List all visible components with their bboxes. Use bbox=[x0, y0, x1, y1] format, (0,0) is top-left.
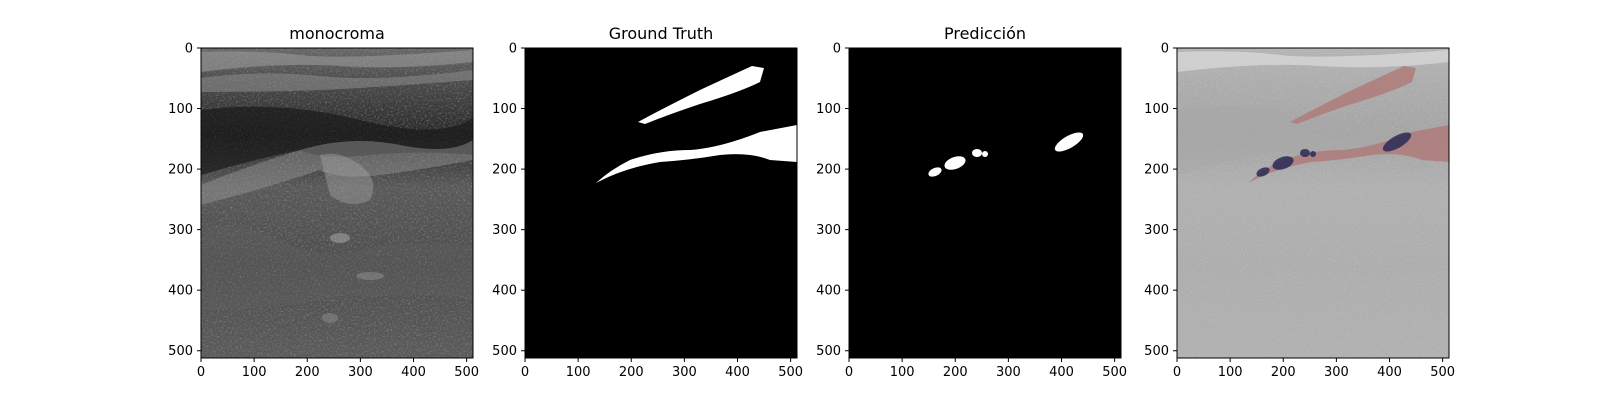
y-tick-label: 200 bbox=[816, 163, 841, 178]
x-tick-label: 300 bbox=[1324, 365, 1349, 380]
y-tick-label: 0 bbox=[833, 42, 841, 57]
y-tick-label: 300 bbox=[492, 223, 517, 238]
y-tick-label: 100 bbox=[816, 102, 841, 117]
y-tick-label: 0 bbox=[1161, 42, 1169, 57]
x-tick-label: 100 bbox=[1218, 365, 1243, 380]
ground-truth-region-lower bbox=[596, 125, 797, 183]
axes: 0 100 200 300 400 500 0 100 200 300 400 500 0 100 200 3… bbox=[168, 42, 1455, 381]
x-tick-label: 400 bbox=[725, 365, 750, 380]
x-tick-label: 100 bbox=[242, 365, 267, 380]
x-tick-label: 400 bbox=[401, 365, 426, 380]
y-tick-label: 100 bbox=[168, 102, 193, 117]
panel-overlay bbox=[1176, 47, 1450, 359]
overlay-image bbox=[1177, 48, 1449, 358]
x-tick-label: 300 bbox=[996, 365, 1021, 380]
x-tick-label: 200 bbox=[943, 365, 968, 380]
y-tick-label: 100 bbox=[1144, 102, 1169, 117]
panel-title-ground-truth: Ground Truth bbox=[609, 24, 714, 43]
ground-truth-mask bbox=[525, 48, 797, 358]
y-tick-label: 400 bbox=[168, 284, 193, 299]
y-tick-label: 300 bbox=[816, 223, 841, 238]
x-tick-label: 200 bbox=[1271, 365, 1296, 380]
y-tick-label: 500 bbox=[168, 344, 193, 359]
y-tick-label: 400 bbox=[1144, 284, 1169, 299]
x-tick-label: 200 bbox=[295, 365, 320, 380]
x-tick-label: 300 bbox=[672, 365, 697, 380]
x-tick-label: 500 bbox=[1102, 365, 1127, 380]
x-tick-label: 500 bbox=[454, 365, 479, 380]
y-tick-label: 0 bbox=[185, 42, 193, 57]
x-tick-label: 500 bbox=[778, 365, 803, 380]
x-tick-label: 0 bbox=[1173, 365, 1181, 380]
x-tick-label: 100 bbox=[890, 365, 915, 380]
panel-title-monochrome: monocroma bbox=[289, 24, 385, 43]
y-tick-label: 100 bbox=[492, 102, 517, 117]
prediction-mask bbox=[849, 48, 1121, 358]
y-tick-label: 400 bbox=[816, 284, 841, 299]
y-tick-label: 300 bbox=[1144, 223, 1169, 238]
y-tick-label: 500 bbox=[1144, 344, 1169, 359]
x-tick-label: 400 bbox=[1377, 365, 1402, 380]
panel-prediction: Predicción bbox=[848, 24, 1122, 359]
prediction-regions bbox=[928, 132, 1084, 177]
ultrasound-image bbox=[201, 48, 473, 358]
x-tick-label: 0 bbox=[197, 365, 205, 380]
panel-ground-truth: Ground Truth bbox=[524, 24, 798, 359]
y-tick-label: 400 bbox=[492, 284, 517, 299]
panel-monochrome: monocroma bbox=[200, 24, 474, 359]
x-tick-label: 100 bbox=[566, 365, 591, 380]
x-tick-label: 0 bbox=[521, 365, 529, 380]
y-tick-label: 200 bbox=[1144, 163, 1169, 178]
ground-truth-region-upper bbox=[638, 66, 764, 124]
y-tick-label: 200 bbox=[168, 163, 193, 178]
y-tick-label: 200 bbox=[492, 163, 517, 178]
y-tick-label: 300 bbox=[168, 223, 193, 238]
x-tick-label: 0 bbox=[845, 365, 853, 380]
y-tick-label: 500 bbox=[816, 344, 841, 359]
x-tick-label: 400 bbox=[1049, 365, 1074, 380]
x-tick-label: 300 bbox=[348, 365, 373, 380]
x-tick-label: 500 bbox=[1430, 365, 1455, 380]
x-tick-label: 200 bbox=[619, 365, 644, 380]
panel-title-prediction: Predicción bbox=[944, 24, 1026, 43]
y-tick-label: 500 bbox=[492, 344, 517, 359]
y-tick-label: 0 bbox=[509, 42, 517, 57]
